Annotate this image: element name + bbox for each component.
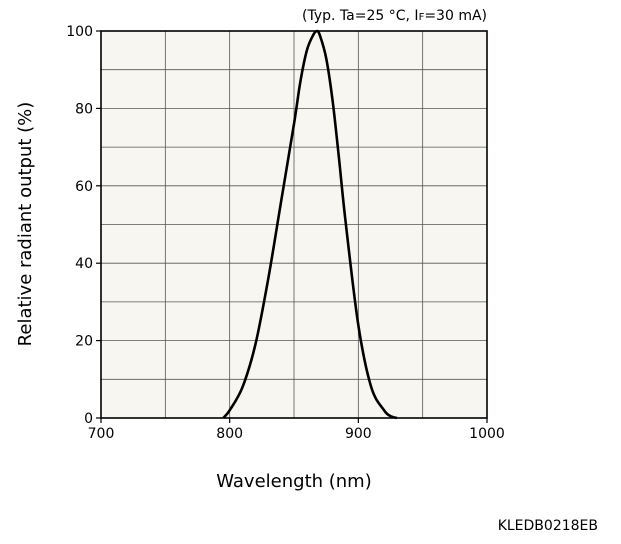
- y-tick-label: 100: [66, 24, 93, 40]
- x-tick-label: 700: [88, 426, 115, 442]
- grid: [101, 31, 487, 418]
- x-axis-title: Wavelength (nm): [216, 471, 372, 492]
- y-tick-label: 20: [75, 334, 93, 350]
- y-tick-label: 80: [75, 101, 93, 117]
- x-tick-labels: 700 800 900 1000: [88, 426, 505, 442]
- y-tick-label: 0: [84, 411, 93, 427]
- x-tick-label: 900: [345, 426, 372, 442]
- x-tick-label: 1000: [469, 426, 505, 442]
- y-axis-title: Relative radiant output (%): [15, 102, 36, 347]
- y-tick-label: 60: [75, 179, 93, 195]
- plot-frame: [100, 30, 488, 419]
- x-tick-label: 800: [216, 426, 243, 442]
- figure-code: KLEDB0218EB: [498, 518, 598, 534]
- tick-marks: [96, 30, 488, 423]
- y-tick-label: 40: [75, 256, 93, 272]
- conditions-label: (Typ. Ta=25 °C, IF=30 mA): [302, 8, 487, 24]
- y-tick-labels: 0 20 40 60 80 100: [66, 24, 93, 427]
